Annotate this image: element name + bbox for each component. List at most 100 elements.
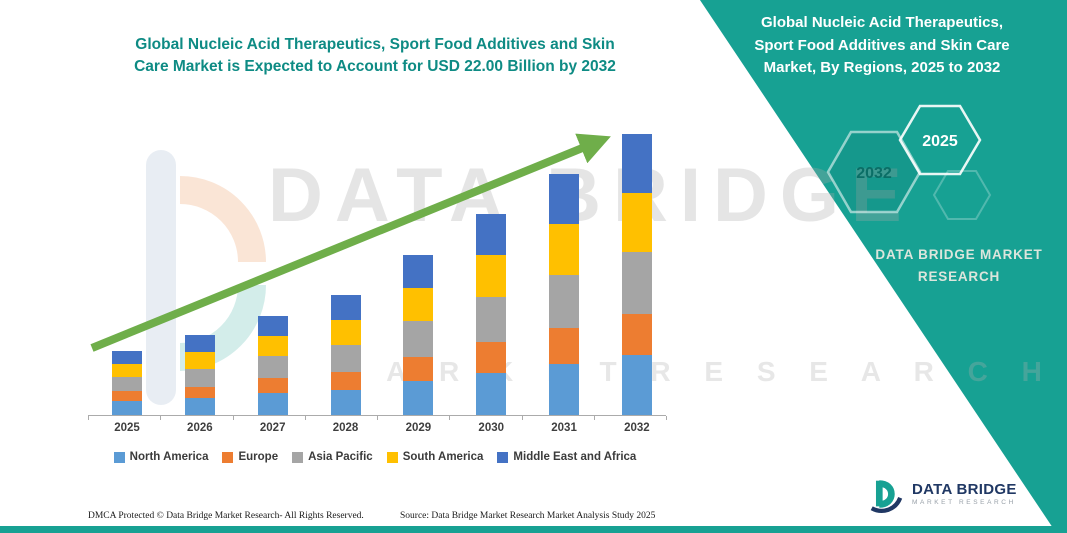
x-label-2026: 2026 <box>187 422 213 434</box>
x-axis <box>88 415 667 422</box>
bar-segment-2026 <box>184 387 215 398</box>
bar-segment-2028 <box>330 390 361 415</box>
bar-segment-2026 <box>184 398 215 415</box>
bar-segment-2032 <box>621 314 652 355</box>
x-label-2030: 2030 <box>478 422 505 434</box>
bar-2026 <box>184 335 215 415</box>
bar-segment-2027 <box>257 336 288 356</box>
legend-label: South America <box>402 451 484 463</box>
legend-label: Asia Pacific <box>308 451 373 463</box>
dmca-text: DMCA Protected © Data Bridge Market Rese… <box>88 511 364 521</box>
x-label-2029: 2029 <box>405 422 432 434</box>
axis-tick <box>593 416 595 420</box>
bar-2027 <box>257 316 288 415</box>
legend-item: South America <box>386 451 484 463</box>
bar-2029 <box>403 255 434 415</box>
bar-segment-2032 <box>621 355 652 415</box>
dbmr-logo-icon <box>870 480 903 513</box>
chart-legend: North America Europe Asia Pacific South Ame… <box>78 451 672 463</box>
x-label-2025: 2025 <box>114 422 140 434</box>
legend-swatch <box>113 451 125 463</box>
legend-item: Middle East and Africa <box>497 451 636 463</box>
axis-tick <box>377 416 378 420</box>
source-text: Source: Data Bridge Market Research Mark… <box>400 511 656 521</box>
stacked-bar-chart <box>112 125 652 415</box>
bar-segment-2026 <box>184 369 215 387</box>
bar-segment-2028 <box>330 320 361 345</box>
legend-label: North America <box>129 451 209 463</box>
dbmr-logo: DATA BRIDGE MARKET RESEARCH <box>866 474 1017 514</box>
panel-title-line3: Market, By Regions, 2025 to 2032 <box>763 59 1001 76</box>
hexagon-2025 <box>898 104 982 176</box>
legend-swatch <box>222 451 234 463</box>
bar-segment-2028 <box>330 295 361 320</box>
bar-segment-2027 <box>257 356 288 378</box>
bar-segment-2030 <box>476 255 507 297</box>
axis-tick <box>449 416 451 420</box>
bar-2031 <box>549 174 580 415</box>
bar-2028 <box>330 295 361 415</box>
bar-2025 <box>112 351 142 415</box>
legend-swatch <box>292 451 304 463</box>
panel-title-line1: Global Nucleic Acid Therapeutics, <box>760 14 1003 31</box>
bar-segment-2027 <box>257 393 288 415</box>
bar-segment-2030 <box>476 342 507 373</box>
panel-brand-text: DATA BRIDGE MARKET RESEARCH <box>858 244 1060 287</box>
axis-tick <box>160 416 162 420</box>
chart-title: Global Nucleic Acid Therapeutics, Sport … <box>70 34 680 79</box>
x-axis-labels: 2025 2026 2027 2028 2029 2030 2031 2032 <box>112 422 652 434</box>
x-label-2028: 2028 <box>332 422 359 434</box>
bottom-accent-strip <box>0 526 1067 533</box>
bar-segment-2028 <box>330 372 361 390</box>
bar-segment-2025 <box>112 351 142 364</box>
bar-segment-2031 <box>549 275 580 328</box>
panel-title: Global Nucleic Acid Therapeutics, Sport … <box>706 12 1058 80</box>
bar-segment-2029 <box>403 321 434 357</box>
dbmr-logo-name: DATA BRIDGE <box>912 480 1017 498</box>
trend-arrow <box>90 133 611 352</box>
x-label-2027: 2027 <box>259 422 286 434</box>
axis-tick <box>521 416 523 420</box>
bar-segment-2029 <box>403 288 434 321</box>
hexagon-2032 <box>826 130 922 214</box>
bar-segment-2029 <box>403 381 434 415</box>
bar-segment-2025 <box>112 364 142 377</box>
bar-segment-2031 <box>549 328 580 364</box>
chart-title-line1: Global Nucleic Acid Therapeutics, Sport … <box>135 36 615 53</box>
hexagon-2025-label: 2025 <box>922 133 958 150</box>
hexagon-2032-label: 2032 <box>856 165 892 182</box>
panel-title-line2: Sport Food Additives and Skin Care <box>754 36 1010 54</box>
legend-item: Europe <box>222 451 278 463</box>
axis-tick <box>88 416 89 420</box>
panel-brand-line2: RESEARCH <box>917 268 1001 284</box>
legend-label: Middle East and Africa <box>513 451 637 463</box>
bar-segment-2030 <box>476 297 507 342</box>
bar-segment-2025 <box>112 401 142 415</box>
watermark-market-research-text: M A R K E T R E S E A R C H <box>330 356 1055 387</box>
bar-segment-2029 <box>403 255 434 288</box>
bar-segment-2031 <box>549 174 580 224</box>
bar-2032 <box>621 134 652 415</box>
bar-segment-2032 <box>621 193 652 252</box>
legend-label: Europe <box>238 451 279 463</box>
hexagon-faint <box>932 170 992 220</box>
axis-tick <box>666 416 667 420</box>
bar-segment-2025 <box>112 391 142 401</box>
bar-segment-2031 <box>549 364 580 415</box>
watermark-data-bridge-text: DATA BRIDGE <box>268 153 914 238</box>
legend-item: Asia Pacific <box>292 451 373 463</box>
legend-swatch <box>386 451 398 463</box>
legend-item: North America <box>113 451 209 463</box>
panel-brand-line1: DATA BRIDGE MARKET <box>875 247 1043 262</box>
bar-segment-2027 <box>257 378 288 393</box>
bar-segment-2026 <box>184 352 215 369</box>
chart-title-line2: Care Market is Expected to Account for U… <box>134 58 616 76</box>
bar-segment-2030 <box>476 214 507 255</box>
bar-segment-2031 <box>549 224 580 275</box>
bar-segment-2032 <box>621 252 652 314</box>
dbmr-logo-text: DATA BRIDGE MARKET RESEARCH <box>912 482 1017 507</box>
bar-segment-2032 <box>621 134 652 193</box>
bar-segment-2029 <box>403 357 434 381</box>
bar-segment-2025 <box>112 377 142 391</box>
